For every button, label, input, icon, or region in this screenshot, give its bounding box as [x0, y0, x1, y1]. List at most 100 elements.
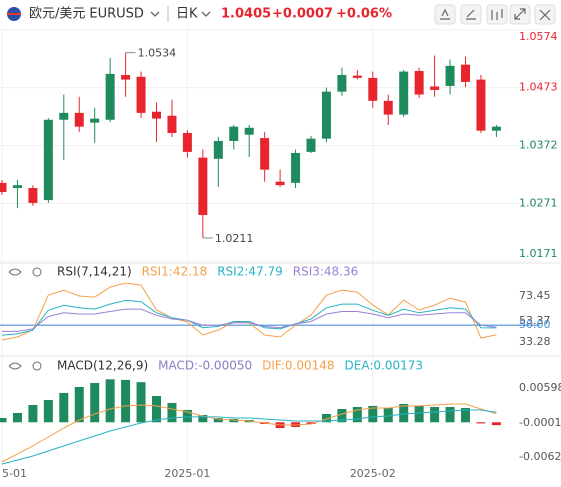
symbol-code[interactable]: EURUSD [89, 7, 144, 22]
macd-bar [182, 409, 192, 423]
eye-icon[interactable] [8, 268, 22, 276]
y-tick-label: 50.00 [519, 318, 551, 331]
candle-body [182, 132, 192, 152]
panel-title: MACD(12,26,9) [57, 359, 148, 373]
tool-icon [491, 9, 503, 20]
change-percent: +0.06% [336, 7, 392, 22]
macd-bar [445, 406, 455, 423]
y-tick-label: 1.0171 [519, 247, 558, 260]
macd-bar [0, 417, 7, 423]
candle-body [383, 100, 393, 115]
macd-bar [43, 399, 53, 423]
macd-bar [414, 405, 424, 423]
dropdown-arrow[interactable] [150, 11, 160, 17]
gear-icon[interactable] [32, 267, 42, 277]
candle-body [244, 127, 254, 135]
legend-entry: DIF:0.00148 [262, 359, 334, 373]
header: 欧元/美元 EURUSD 日K 1.0405 +0.0007 +0.06% [7, 4, 556, 25]
candle-body [260, 138, 270, 170]
tool-icon [466, 9, 476, 20]
candle-body [213, 140, 223, 159]
candle-body [491, 126, 501, 131]
macd-bar [198, 414, 208, 423]
series-line [1, 403, 497, 463]
candle-body [121, 75, 131, 80]
legend-entry: RSI1:42.18 [142, 265, 208, 279]
y-tick-label: 1.0574 [519, 30, 558, 43]
tool-icon [539, 9, 551, 21]
x-tick-label: 2025-01 [164, 467, 210, 480]
min-annotation: 1.0211 [215, 232, 254, 245]
candle-body [476, 79, 486, 131]
candle-body [430, 86, 440, 90]
tool-button[interactable] [434, 4, 456, 25]
macd-bar [136, 382, 146, 423]
macd-bar [491, 422, 501, 426]
flag-stripe [7, 13, 21, 15]
y-tick-label: 53.37 [519, 314, 551, 327]
macd-bar [337, 408, 347, 423]
candle-body [399, 71, 409, 115]
candle-body [368, 77, 378, 101]
y-tick-label: 1.0372 [519, 139, 558, 152]
macd-bar [430, 406, 440, 423]
macd-bar [399, 404, 409, 423]
candle-body [275, 181, 285, 186]
candle-body [43, 119, 53, 201]
legend-entry: RSI3:48.36 [293, 265, 359, 279]
macd-bar [321, 413, 331, 423]
macd-bar [229, 418, 239, 423]
macd-bar [213, 417, 223, 423]
macd-bar [167, 402, 177, 423]
macd-bar [461, 407, 470, 423]
change: +0.0007 [272, 7, 333, 22]
candle-body [28, 188, 38, 203]
x-tick-label: 2025-02 [350, 467, 396, 480]
macd-bar [28, 404, 38, 423]
gear-icon[interactable] [32, 361, 42, 371]
candle-body [90, 118, 100, 123]
eye-icon[interactable] [8, 362, 22, 370]
tool-icon [514, 8, 526, 20]
panel-title: RSI(7,14,21) [57, 265, 132, 279]
candle-body [306, 138, 316, 152]
candle-body [136, 76, 146, 113]
y-tick-label: 0.00598 [519, 381, 561, 394]
candle-body [414, 71, 424, 95]
candle-body [229, 126, 239, 141]
macd-bar [476, 422, 486, 424]
series-line [2, 308, 497, 332]
legend-entry: MACD:-0.00050 [158, 359, 252, 373]
macd-bar [383, 407, 393, 423]
series-line [1, 282, 497, 341]
y-tick-label: -0.00624 [519, 450, 561, 463]
candle-body [321, 91, 331, 139]
candle-body [352, 75, 362, 78]
x-tick-label: 5-01 [2, 467, 27, 480]
symbol[interactable]: 欧元/美元 [29, 7, 85, 22]
candle-body [0, 182, 7, 193]
series-line [1, 409, 497, 465]
rsi-icons [8, 267, 42, 371]
max-annotation: 1.0534 [138, 47, 177, 60]
candle-body [337, 75, 347, 92]
y-tick-label: 73.45 [519, 289, 551, 302]
dropdown-arrow[interactable] [201, 11, 211, 17]
macd-bar [59, 392, 69, 423]
candle-body [167, 115, 177, 133]
macd-bar [105, 379, 115, 423]
macd-bar [368, 405, 378, 423]
macd-bar [90, 382, 100, 423]
period[interactable]: 日K [176, 7, 198, 22]
candle-body [461, 64, 470, 82]
tool-button[interactable] [460, 4, 482, 25]
macd-bar [152, 395, 161, 423]
macd-bar [121, 379, 131, 423]
candle-body [105, 73, 115, 120]
legend-entry: RSI2:47.79 [217, 265, 283, 279]
candle-body [198, 157, 208, 215]
candle-body [12, 185, 22, 189]
y-tick-label: 1.0473 [519, 81, 558, 94]
